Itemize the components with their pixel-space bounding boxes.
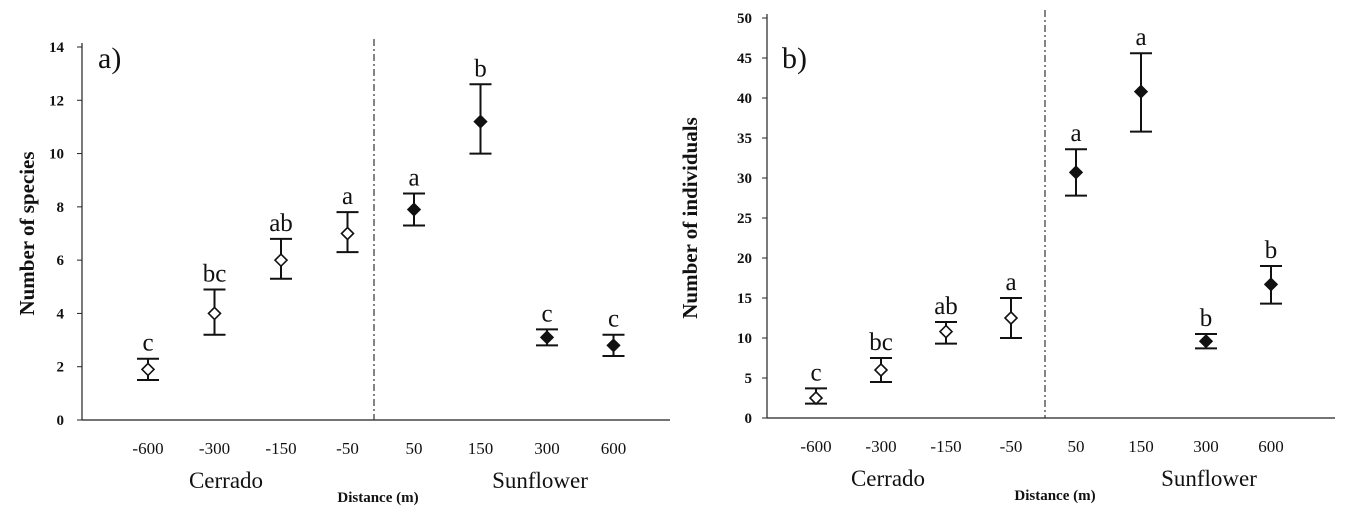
panel-label: a): [98, 42, 121, 75]
y-tick-label: 10: [49, 147, 64, 163]
significance-letter: a: [408, 165, 419, 192]
significance-letter: c: [541, 300, 552, 327]
x-axis-title: Distance (m): [1014, 488, 1095, 504]
y-tick-label: 15: [737, 291, 752, 307]
y-tick-label: 8: [57, 200, 65, 216]
significance-letter: c: [142, 330, 153, 357]
significance-letter: a: [1070, 120, 1081, 147]
y-tick-label: 50: [737, 11, 752, 27]
mean-marker: [1068, 165, 1084, 180]
mean-marker: [1133, 84, 1149, 99]
mean-marker: [606, 338, 621, 353]
y-tick-label: 0: [57, 413, 65, 429]
significance-letter: b: [474, 55, 487, 82]
y-tick-label: 10: [737, 331, 752, 347]
x-tick-label: 300: [1193, 437, 1219, 456]
x-tick-label: 150: [468, 439, 494, 458]
x-tick-label: -150: [265, 439, 296, 458]
mean-marker: [873, 362, 889, 378]
x-tick-label: 50: [1068, 437, 1085, 456]
significance-letter: bc: [869, 329, 893, 356]
significance-letter: b: [1200, 305, 1213, 332]
group-label: Cerrado: [189, 468, 263, 493]
significance-letter: a: [1135, 24, 1146, 51]
significance-letter: b: [1265, 237, 1278, 264]
mean-marker: [140, 362, 156, 377]
chart-panel-1: 0 2 4 6 8 10 12 14 -600 -300 -150 -50 50 150 300 600 a) N…: [15, 39, 670, 506]
group-label: Sunflower: [492, 468, 588, 493]
y-tick-label: 4: [57, 306, 65, 322]
mean-marker: [406, 202, 422, 217]
y-tick-label: 2: [57, 360, 65, 376]
mean-marker: [1263, 277, 1279, 292]
group-label: Cerrado: [851, 466, 925, 491]
y-tick-label: 5: [745, 371, 753, 387]
y-tick-label: 30: [737, 171, 752, 187]
y-axis-title: Number of species: [15, 151, 39, 315]
x-tick-label: 150: [1128, 437, 1154, 456]
x-tick-label: -50: [336, 439, 359, 458]
significance-letter: a: [1005, 269, 1016, 296]
x-tick-label: -600: [132, 439, 163, 458]
mean-marker: [808, 390, 824, 406]
significance-letter: a: [342, 183, 353, 210]
x-tick-label: 600: [601, 439, 627, 458]
mean-marker: [938, 324, 954, 339]
mean-marker: [207, 306, 222, 321]
x-tick-label: -600: [800, 437, 831, 456]
mean-marker: [273, 253, 289, 268]
significance-letter: c: [810, 359, 821, 386]
x-tick-label: -50: [1000, 437, 1023, 456]
x-tick-label: -300: [199, 439, 230, 458]
panel-label: b): [782, 42, 807, 75]
group-label: Sunflower: [1161, 466, 1257, 491]
y-tick-label: 6: [57, 253, 65, 269]
y-axis-title: Number of individuals: [678, 117, 702, 319]
y-tick-label: 14: [49, 40, 65, 56]
mean-marker: [340, 226, 355, 241]
mean-marker: [1198, 334, 1214, 349]
y-tick-label: 25: [737, 211, 752, 227]
x-tick-label: 300: [534, 439, 560, 458]
x-tick-label: -300: [865, 437, 896, 456]
x-tick-label: 600: [1258, 437, 1284, 456]
chart-panel-2: 0 5 10 15 20 25 30 35 40 45 50 -600 -300 -150 -50 50 150…: [678, 10, 1335, 504]
significance-letter: ab: [934, 293, 958, 320]
y-tick-label: 12: [49, 93, 64, 109]
mean-marker: [539, 330, 555, 345]
y-tick-label: 45: [737, 51, 752, 67]
mean-marker: [1003, 310, 1019, 326]
y-tick-label: 0: [745, 411, 753, 427]
significance-letter: ab: [269, 210, 293, 237]
significance-letter: c: [608, 306, 619, 333]
x-tick-label: 50: [406, 439, 423, 458]
x-axis-title: Distance (m): [337, 490, 418, 506]
y-tick-label: 20: [737, 251, 752, 267]
mean-marker: [473, 114, 488, 129]
y-tick-label: 40: [737, 91, 752, 107]
y-tick-label: 35: [737, 131, 752, 147]
x-tick-label: -150: [930, 437, 961, 456]
significance-letter: bc: [203, 260, 227, 287]
